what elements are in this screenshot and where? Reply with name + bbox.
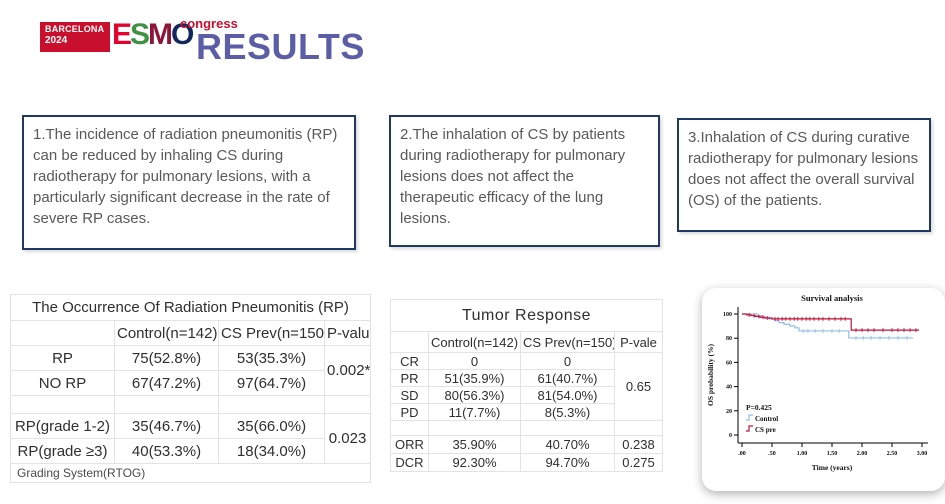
pr-label: PR [390,369,429,387]
esmo-letter-e: E [112,18,132,51]
pr-csprev: 61(40.7%) [520,369,615,387]
esmo-letter-s: S [130,18,150,51]
svg-text:CS pre: CS pre [755,426,776,434]
svg-text:.00: .00 [738,451,746,457]
rp-row-control: 75(52.8%) [114,345,219,371]
cr-csprev: 0 [520,352,615,370]
pd-label: PD [390,403,429,421]
svg-text:Control: Control [755,415,778,423]
table-row: PR 51(35.9%) 61(40.7%) [390,369,663,387]
rp-row-label: RP [10,345,115,371]
dcr-csprev: 94.70% [520,453,615,472]
tumor-table-title: Tumor Response [390,299,663,332]
rp-table-footnote: Grading System(RTOG) [9,463,372,483]
svg-text:60: 60 [726,360,732,366]
dcr-control: 92.30% [428,453,521,472]
grade3-row-csprev: 18(34.0%) [218,438,325,464]
svg-text:2.00: 2.00 [857,451,868,457]
page-title: RESULTS [196,26,365,67]
tumor-col-control: Control(n=142) [428,331,521,353]
grade12-row-label: RP(grade 1-2) [10,413,115,439]
rp-col-csprev: CS Prev(n=150) [218,320,325,346]
tumor-table-header-row: Control(n=142) CS Prev(n=150) P-vale [390,331,663,353]
table-row: NO RP 67(47.2%) 97(64.7%) [10,370,371,396]
svg-text:100: 100 [723,312,732,318]
survival-chart-card: Survival analysis OS probability (%) Time … [702,288,945,491]
svg-text:.50: .50 [768,451,776,457]
spacer-row [390,420,663,436]
rp-row-csprev: 53(35.3%) [218,345,325,371]
venue-year: 2024 [45,34,68,46]
svg-text:20: 20 [726,409,732,415]
tumor-response-table: Tumor Response Control(n=142) CS Prev(n=… [390,299,663,472]
pr-control: 51(35.9%) [428,369,521,387]
grade12-row-control: 35(46.7%) [114,413,219,439]
dcr-pvalue: 0.275 [614,453,663,472]
table-row: RP 75(52.8%) 53(35.3%) 0.002* [10,345,372,396]
congress-label: congress [180,16,238,31]
venue-city: BARCELONA [45,24,105,34]
esmo-letter-o: O [171,18,194,51]
grade3-row-label: RP(grade ≥3) [10,438,115,464]
finding-box-3: 3.Inhalation of CS during curative radio… [677,118,931,232]
sd-label: SD [390,386,429,404]
svg-text:1.00: 1.00 [797,451,808,457]
table-row: RP(grade ≥3) 40(53.3%) 18(34.0%) [10,438,371,464]
dcr-label: DCR [390,453,429,472]
table-row: ORR 35.90% 40.70% 0.238 [390,435,663,454]
sd-csprev: 81(54.0%) [520,386,615,404]
svg-text:P=0.425: P=0.425 [746,403,772,412]
barcelona-2024-badge: BARCELONA 2024 [40,22,110,52]
cr-control: 0 [428,352,521,370]
pd-csprev: 8(5.3%) [520,403,615,421]
tumor-col-pvale: P-vale [614,331,663,353]
table-row: CR 0 0 0.65 [390,352,663,421]
esmo-wordmark: ESMO [112,18,194,52]
rp-col-pvalue: P-value [323,320,372,346]
svg-text:40: 40 [726,385,732,391]
finding-box-2: 2.The inhalation of CS by patients durin… [389,115,660,247]
grade-pvalue-merged: 0.023 [323,413,372,464]
orr-csprev: 40.70% [520,435,615,454]
svg-text:2.50: 2.50 [887,451,898,457]
esmo-letter-m: M [148,18,173,51]
sd-control: 80(56.3%) [428,386,521,404]
rp-pvalue-merged: 0.002* [323,345,372,396]
rp-occurrence-table: The Occurrence Of Radiation Pneumonitis … [9,294,372,483]
orr-label: ORR [390,435,429,454]
finding-box-1: 1.The incidence of radiation pneumonitis… [22,115,356,250]
norp-row-control: 67(47.2%) [114,370,219,396]
tumor-col-blank [390,331,429,353]
rp-col-control: Control(n=142) [114,320,219,346]
norp-row-csprev: 97(64.7%) [218,370,325,396]
svg-text:3.00: 3.00 [917,451,928,457]
grade3-row-control: 40(53.3%) [114,438,219,464]
svg-text:Time (years): Time (years) [812,463,853,472]
svg-text:80: 80 [726,336,732,342]
spacer-row [10,395,372,414]
grade12-row-csprev: 35(66.0%) [218,413,325,439]
svg-text:1.50: 1.50 [827,451,838,457]
norp-row-label: NO RP [10,370,115,396]
cr-label: CR [390,352,429,370]
rp-table-header-row: Control(n=142) CS Prev(n=150) P-value [10,320,372,346]
orr-pvalue: 0.238 [614,435,663,454]
survival-analysis-chart: Survival analysis OS probability (%) Time … [706,293,928,472]
tumor-col-csprev: CS Prev(n=150) [520,331,615,353]
rp-col-blank [10,320,115,346]
pd-control: 11(7.7%) [428,403,521,421]
response-pvalue-merged: 0.65 [614,352,663,421]
table-row: DCR 92.30% 94.70% 0.275 [390,453,663,472]
rp-table-title: The Occurrence Of Radiation Pneumonitis … [9,294,372,321]
table-row: SD 80(56.3%) 81(54.0%) [390,386,663,404]
svg-text:0: 0 [729,433,732,439]
orr-control: 35.90% [428,435,521,454]
svg-text:OS probability (%): OS probability (%) [706,344,715,406]
table-row: RP(grade 1-2) 35(46.7%) 35(66.0%) 0.023 [10,413,372,464]
svg-text:Survival analysis: Survival analysis [801,293,863,303]
